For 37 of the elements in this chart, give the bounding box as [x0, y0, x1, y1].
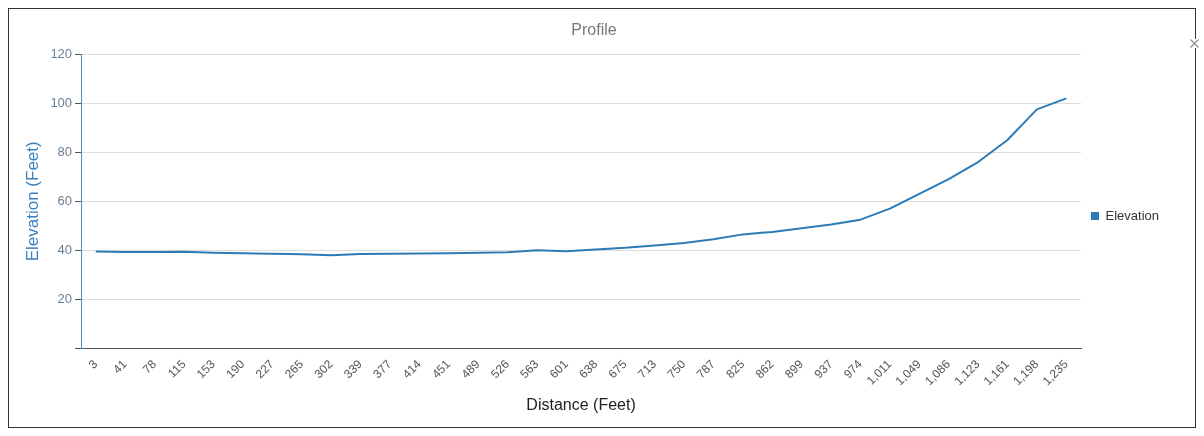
x-tick-label: 451 — [429, 356, 454, 382]
y-tick-label: 80 — [57, 143, 73, 159]
x-tick-label: 3 — [85, 356, 101, 372]
x-tick-label: 414 — [399, 356, 424, 382]
x-tick-label: 899 — [782, 356, 807, 382]
x-tick-label: 713 — [634, 356, 660, 382]
x-tick-label: 638 — [576, 356, 601, 382]
y-axis-title: Elevation (Feet) — [22, 141, 42, 262]
x-tick-label: 675 — [605, 356, 630, 382]
chart-title: Profile — [571, 21, 617, 39]
x-tick-label: 489 — [458, 356, 483, 382]
x-tick-label: 563 — [517, 356, 542, 382]
x-tick-label: 153 — [193, 356, 219, 382]
y-tick-label: 20 — [57, 290, 73, 306]
x-tick-label: 41 — [110, 356, 130, 377]
x-tick-label: 974 — [840, 356, 866, 382]
y-tick-label: 120 — [50, 45, 73, 61]
x-tick-label: 78 — [139, 356, 160, 377]
y-tick-label: 60 — [57, 192, 73, 208]
x-tick-label: 227 — [252, 356, 277, 382]
x-tick-label: 377 — [370, 356, 395, 382]
y-tick-label: 40 — [57, 241, 73, 257]
x-tick-label: 265 — [282, 356, 307, 382]
x-tick-label: 302 — [311, 356, 336, 382]
x-tick-label: 862 — [752, 356, 777, 382]
x-tick-label: 190 — [223, 356, 248, 382]
x-axis-title: Distance (Feet) — [526, 395, 636, 413]
x-tick-label: 825 — [723, 356, 748, 382]
x-tick-label: 601 — [546, 356, 572, 382]
x-tick-label: 937 — [811, 356, 836, 382]
y-tick-label: 100 — [50, 94, 73, 110]
x-tick-label: 115 — [165, 356, 189, 381]
legend-label: Elevation — [1105, 207, 1160, 223]
x-tick-label: 339 — [340, 356, 366, 382]
x-tick-label: 526 — [487, 356, 513, 382]
x-tick-label: 787 — [693, 356, 719, 382]
x-tick-label: 750 — [664, 356, 689, 382]
